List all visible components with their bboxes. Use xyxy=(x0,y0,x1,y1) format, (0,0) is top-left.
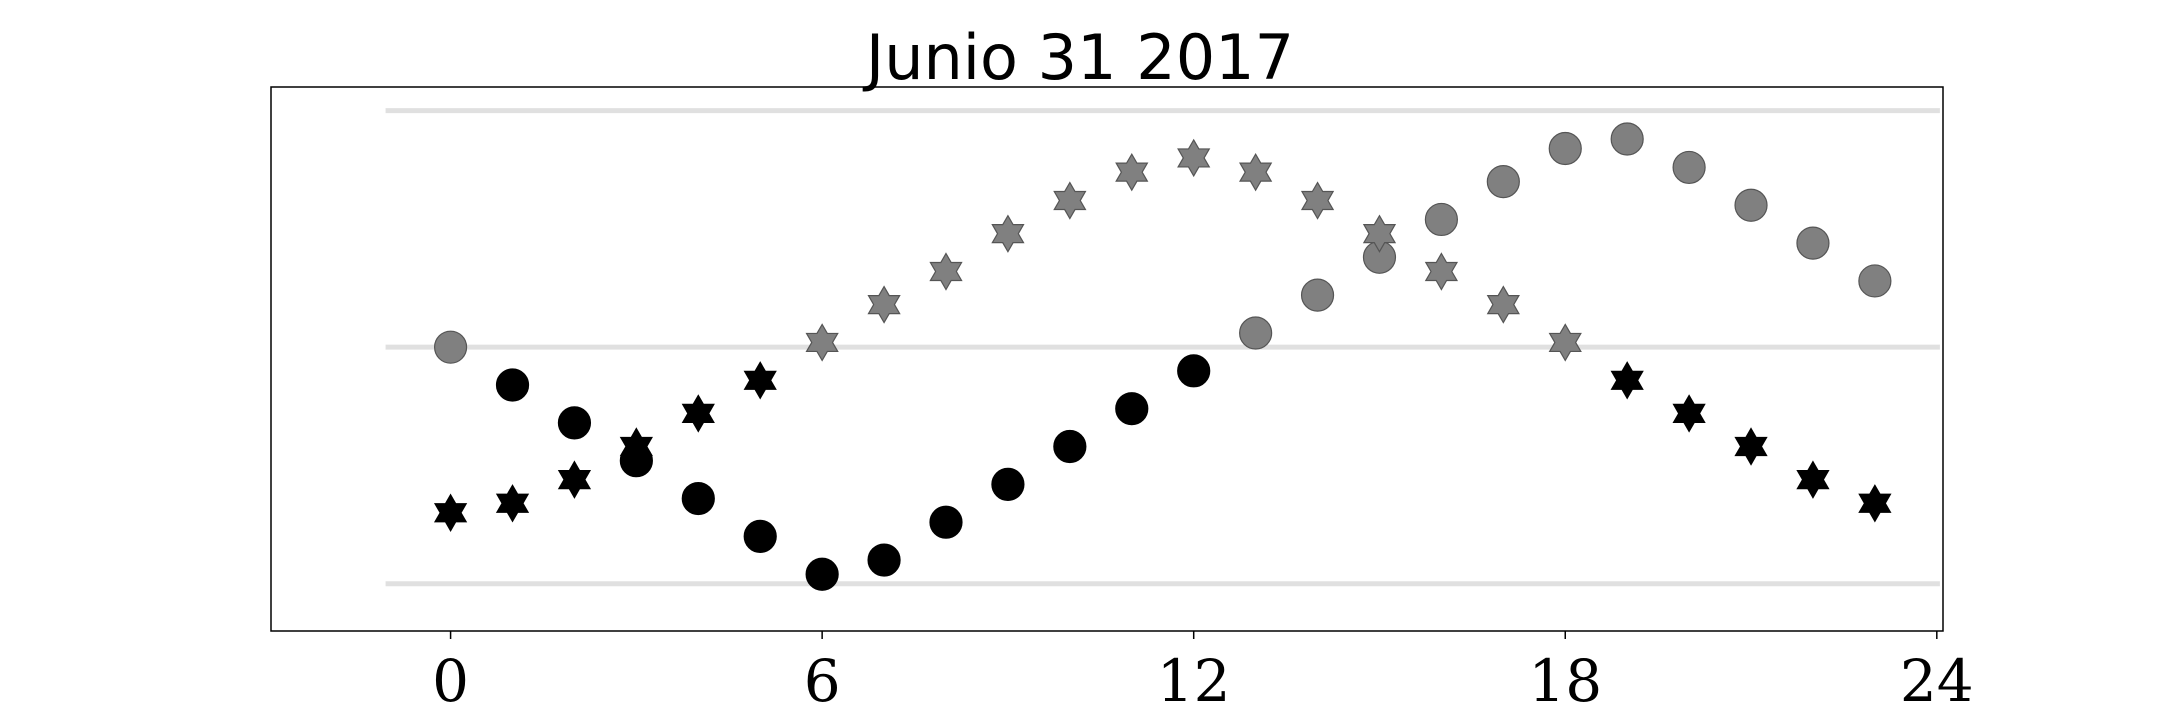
x-tick-label-4: 24 xyxy=(1900,647,1974,715)
star-point-8 xyxy=(929,252,963,291)
star-point-14 xyxy=(1300,181,1335,220)
circle-point-8 xyxy=(929,505,963,539)
star-point-5 xyxy=(743,361,777,400)
star-point-16 xyxy=(1424,252,1459,291)
x-tick-label-0: 0 xyxy=(432,647,469,715)
star-point-4 xyxy=(681,394,715,433)
star-point-9 xyxy=(991,214,1025,253)
circle-point-10 xyxy=(1053,429,1087,464)
star-point-13 xyxy=(1238,152,1273,192)
star-point-2 xyxy=(557,460,592,499)
star-point-10 xyxy=(1053,181,1087,220)
circle-point-6 xyxy=(805,557,839,591)
x-tick-label-1: 6 xyxy=(804,647,841,715)
circle-point-18 xyxy=(1548,131,1582,166)
circle-point-19 xyxy=(1610,122,1644,156)
star-point-19 xyxy=(1610,361,1644,400)
circle-point-1 xyxy=(495,368,530,402)
star-point-17 xyxy=(1486,285,1520,324)
x-axis: 0 6 12 18 24 xyxy=(432,631,1974,715)
x-tick-label-2: 12 xyxy=(1157,647,1231,715)
circle-point-0 xyxy=(433,330,468,364)
circle-point-5 xyxy=(743,519,777,553)
star-point-12 xyxy=(1177,138,1211,178)
circle-point-9 xyxy=(991,467,1025,501)
circle-point-11 xyxy=(1115,392,1149,426)
circle-point-14 xyxy=(1300,278,1335,312)
circle-point-17 xyxy=(1486,165,1520,199)
star-point-6 xyxy=(805,323,839,362)
star-point-3 xyxy=(619,427,653,466)
star-point-21 xyxy=(1734,427,1768,466)
x-tick-label-3: 18 xyxy=(1528,647,1602,715)
star-point-7 xyxy=(867,285,901,324)
data-points xyxy=(433,122,1892,591)
circle-point-22 xyxy=(1796,226,1830,260)
circle-point-2 xyxy=(557,406,592,440)
circle-point-21 xyxy=(1734,188,1768,222)
circle-point-12 xyxy=(1177,354,1211,388)
circle-point-16 xyxy=(1424,202,1459,237)
star-point-20 xyxy=(1672,394,1706,433)
star-point-22 xyxy=(1796,460,1830,499)
star-point-15 xyxy=(1362,214,1397,253)
star-point-23 xyxy=(1858,484,1892,523)
gridlines xyxy=(385,108,1940,587)
star-point-0 xyxy=(433,493,468,532)
star-point-18 xyxy=(1548,323,1582,362)
circle-point-13 xyxy=(1239,316,1273,350)
circle-point-23 xyxy=(1858,264,1892,298)
plot-frame xyxy=(270,86,1944,632)
star-point-1 xyxy=(495,484,530,523)
star-point-11 xyxy=(1115,152,1149,192)
circle-point-20 xyxy=(1672,150,1706,185)
circle-point-7 xyxy=(867,543,901,577)
chart-title: Junio 31 2017 xyxy=(865,21,1295,94)
circle-point-4 xyxy=(681,481,715,516)
